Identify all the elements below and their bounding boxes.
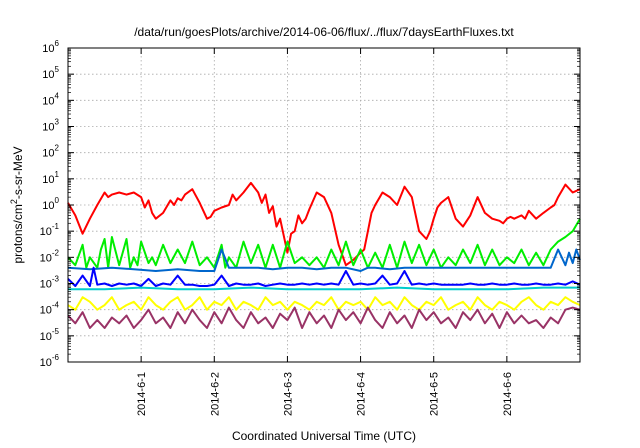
y-tick-label: 103 — [42, 118, 59, 134]
x-axis-label: Coordinated Universal Time (UTC) — [232, 429, 416, 443]
series-line-5 — [68, 286, 580, 291]
y-tick-label: 10-2 — [40, 248, 60, 264]
x-tick-label: 2014-6-5 — [429, 372, 441, 416]
x-tick-label: 2014-6-4 — [356, 372, 368, 416]
y-tick-label: 10-1 — [40, 222, 60, 238]
series-line-2 — [67, 218, 581, 269]
y-tick-label: 100 — [42, 196, 59, 212]
grid — [68, 48, 580, 362]
y-tick-label: 101 — [42, 170, 59, 186]
series-line-1 — [67, 181, 581, 267]
series-layer — [67, 181, 581, 329]
y-tick-label: 10-6 — [40, 353, 60, 369]
chart-title: /data/run/goesPlots/archive/2014-06-06/f… — [134, 25, 514, 39]
y-tick-label: 10-5 — [40, 327, 60, 343]
series-line-7 — [67, 306, 581, 329]
y-tick-labels: 10-6 10-5 10-4 10-3 10-2 10-1 100 101 102 103 104 1… — [40, 39, 60, 369]
x-tick-label: 2014-6-3 — [282, 372, 294, 416]
series-line-4 — [67, 266, 581, 287]
y-axis-label: protons/cm2-s-sr-MeV — [9, 146, 25, 263]
y-tick-label: 106 — [42, 39, 59, 55]
series-line-3 — [67, 248, 581, 272]
x-tick-label: 2014-6-6 — [502, 372, 514, 416]
y-tick-label: 105 — [42, 65, 59, 81]
x-tick-label: 2014-6-2 — [209, 372, 221, 416]
x-tick-labels: 2014-6-1 2014-6-2 2014-6-3 2014-6-4 2014-6-5… — [136, 372, 514, 416]
ticks — [68, 47, 580, 363]
y-tick-label: 10-3 — [40, 275, 60, 291]
y-tick-label: 102 — [42, 144, 59, 160]
x-tick-label: 2014-6-1 — [136, 372, 148, 416]
y-tick-label: 10-4 — [40, 301, 60, 317]
y-tick-label: 104 — [42, 91, 59, 107]
series-line-6 — [67, 296, 581, 311]
